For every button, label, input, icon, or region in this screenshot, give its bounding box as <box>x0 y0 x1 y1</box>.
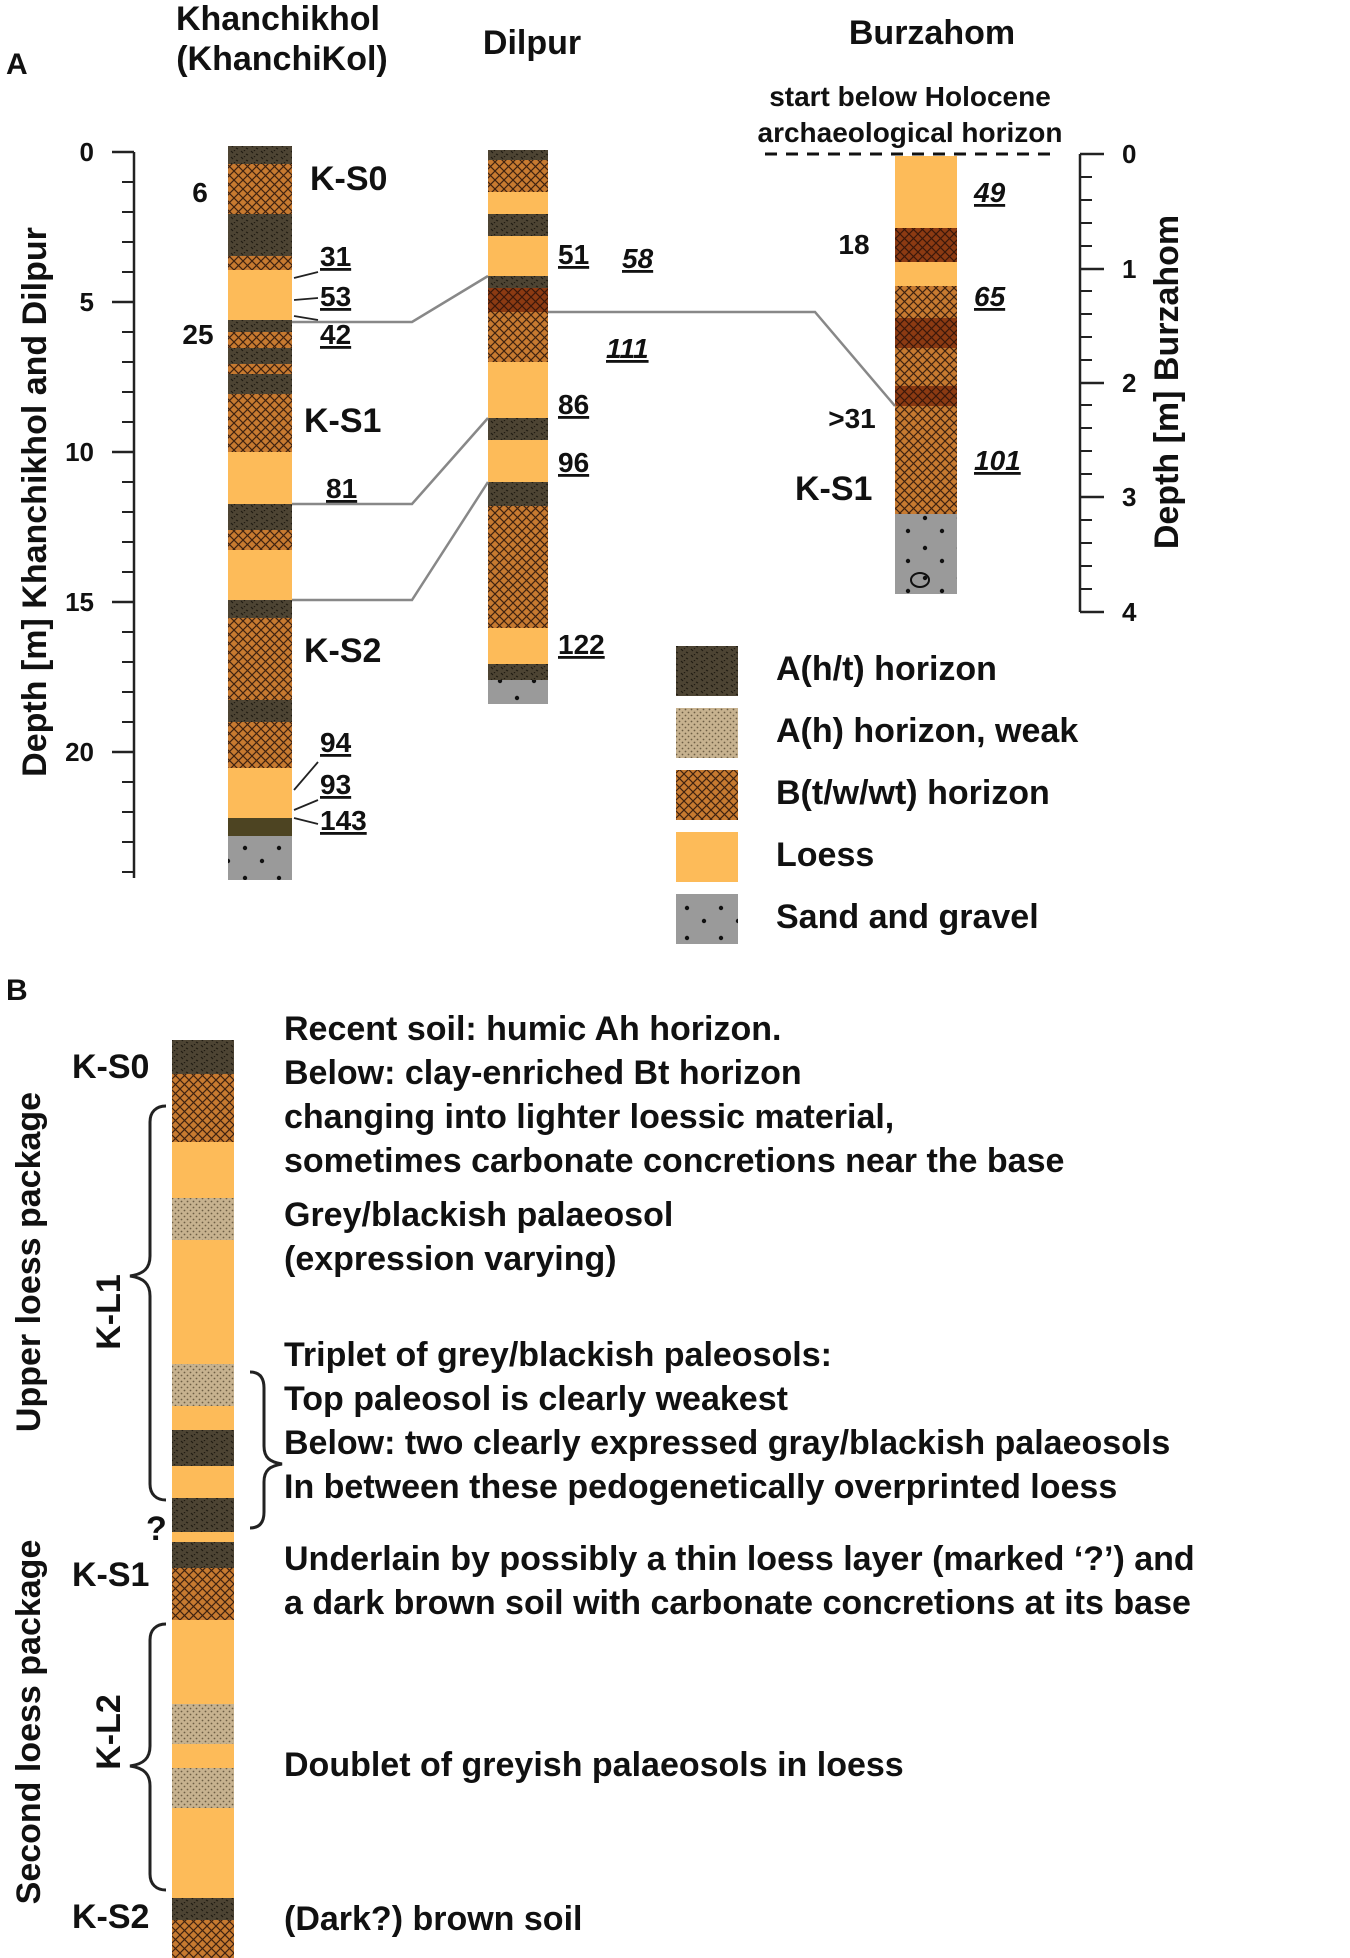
desc-line-6: (expression varying) <box>284 1240 617 1278</box>
khanchikhol-value-42: 42 <box>320 319 351 350</box>
panel-b-descriptions: Recent soil: humic Ah horizon. Below: cl… <box>284 1010 1195 1938</box>
desc-line-3: changing into lighter loessic material, <box>284 1098 894 1136</box>
right-tick-1: 1 <box>1122 254 1136 284</box>
left-tick-0: 0 <box>80 137 94 167</box>
khanchikhol-title: Khanchikhol <box>176 0 380 38</box>
khanchikhol-value-6: 6 <box>192 177 208 208</box>
kl1-label: K-L1 <box>90 1274 128 1350</box>
dilpur-title: Dilpur <box>483 24 581 62</box>
dilpur-column <box>488 150 548 704</box>
khanchikhol-ks2-label: K-S2 <box>304 632 381 670</box>
gravel-pebble <box>910 572 930 588</box>
burzahom-ks1-label: K-S1 <box>795 470 872 508</box>
second-loess-package-label: Second loess package <box>10 1540 48 1905</box>
b-ks2-label: K-S2 <box>72 1898 149 1936</box>
desc-line-7: Triplet of grey/blackish paleosols: <box>284 1336 832 1374</box>
right-axis-minor-ticks <box>1080 176 1092 590</box>
kl2-brace <box>129 1622 167 1892</box>
legend-swatch-ah-t <box>676 646 738 696</box>
burzahom-value-18: 18 <box>838 229 869 260</box>
right-tick-2: 2 <box>1122 368 1136 398</box>
khanchikhol-value-31: 31 <box>320 241 351 272</box>
left-axis-major-ticks <box>112 150 134 754</box>
dilpur-value-51: 51 <box>558 239 589 270</box>
italic-values: 58 111 49 65 101 <box>606 177 1021 476</box>
desc-line-5: Grey/blackish palaeosol <box>284 1196 673 1234</box>
dilpur-value-58: 58 <box>622 243 654 274</box>
b-ks0-label: K-S0 <box>72 1048 149 1086</box>
legend-swatch-sand <box>676 894 738 944</box>
b-ks1-label: K-S1 <box>72 1556 149 1594</box>
dilpur-value-86: 86 <box>558 389 589 420</box>
khanchikhol-subtitle: (KhanchiKol) <box>176 40 388 78</box>
right-tick-3: 3 <box>1122 482 1136 512</box>
desc-line-10: In between these pedogenetically overpri… <box>284 1468 1117 1506</box>
legend-label-ah-weak: A(h) horizon, weak <box>776 712 1078 750</box>
khanchikhol-value-25: 25 <box>182 319 213 350</box>
label-leader-lines <box>293 271 319 825</box>
left-depth-axis: 0 5 10 15 20 Depth [m] Khanchikhol and D… <box>16 137 136 878</box>
legend-swatch-ah-weak <box>676 708 738 758</box>
dilpur-value-122: 122 <box>558 629 605 660</box>
dilpur-value-111: 111 <box>606 333 649 364</box>
underlined-values: 31 53 42 81 94 93 143 51 86 96 122 <box>320 239 605 836</box>
right-axis-major-ticks <box>1080 152 1104 614</box>
khanchikhol-value-53: 53 <box>320 281 351 312</box>
right-tick-4: 4 <box>1122 597 1137 627</box>
upper-loess-package-label: Upper loess package <box>10 1092 48 1432</box>
left-tick-15: 15 <box>65 587 94 617</box>
desc-line-14: (Dark?) brown soil <box>284 1900 582 1938</box>
legend-label-sand: Sand and gravel <box>776 898 1039 936</box>
left-tick-20: 20 <box>65 737 94 767</box>
legend-label-loess: Loess <box>776 836 874 874</box>
khanchikhol-value-93: 93 <box>320 769 351 800</box>
desc-line-9: Below: two clearly expressed gray/blacki… <box>284 1424 1170 1462</box>
desc-line-13: Doublet of greyish palaeosols in loess <box>284 1746 904 1784</box>
desc-line-12: a dark brown soil with carbonate concret… <box>284 1584 1191 1622</box>
left-tick-5: 5 <box>80 287 94 317</box>
burzahom-note-2: archaeological horizon <box>758 117 1063 148</box>
right-tick-0: 0 <box>1122 139 1136 169</box>
right-depth-axis: 0 1 2 3 4 Depth [m] Burzahom <box>1078 139 1186 627</box>
burzahom-column <box>895 156 957 594</box>
khanchikhol-value-94: 94 <box>320 727 352 758</box>
left-axis-label: Depth [m] Khanchikhol and Dilpur <box>16 227 54 777</box>
left-axis-minor-ticks <box>122 181 134 873</box>
correlation-lines <box>292 274 896 602</box>
burzahom-title: Burzahom <box>849 14 1015 52</box>
legend-swatch-loess <box>676 832 738 882</box>
desc-line-2: Below: clay-enriched Bt horizon <box>284 1054 802 1092</box>
burzahom-value-65: 65 <box>974 281 1006 312</box>
legend-label-bt: B(t/w/wt) horizon <box>776 774 1050 812</box>
khanchikhol-value-81: 81 <box>326 473 357 504</box>
desc-line-11: Underlain by possibly a thin loess layer… <box>284 1540 1195 1578</box>
burzahom-value-49: 49 <box>973 177 1006 208</box>
khanchikhol-ks1-label: K-S1 <box>304 402 381 440</box>
right-axis-label: Depth [m] Burzahom <box>1148 215 1186 549</box>
left-tick-10: 10 <box>65 437 94 467</box>
desc-line-4: sometimes carbonate concretions near the… <box>284 1142 1064 1180</box>
desc-line-8: Top paleosol is clearly weakest <box>284 1380 788 1418</box>
panel-b-tag: B <box>6 974 28 1007</box>
khanchikhol-column <box>228 146 292 880</box>
khanchikhol-ks0-label: K-S0 <box>310 160 387 198</box>
b-question-mark: ? <box>146 1510 167 1548</box>
panel-a-tag: A <box>6 48 28 81</box>
kl1-brace <box>129 1104 167 1502</box>
desc-line-1: Recent soil: humic Ah horizon. <box>284 1010 781 1048</box>
burzahom-value-gt31: >31 <box>828 403 876 434</box>
triplet-brace <box>249 1370 283 1530</box>
kl2-label: K-L2 <box>90 1694 128 1770</box>
composite-column <box>172 1040 234 1958</box>
legend-label-ah-t: A(h/t) horizon <box>776 650 997 688</box>
legend: A(h/t) horizon A(h) horizon, weak B(t/w/… <box>676 646 1078 944</box>
legend-swatch-bt <box>676 770 738 820</box>
burzahom-note-1: start below Holocene <box>769 81 1051 112</box>
khanchikhol-value-143: 143 <box>320 805 367 836</box>
dilpur-value-96: 96 <box>558 447 589 478</box>
burzahom-value-101: 101 <box>974 445 1021 476</box>
